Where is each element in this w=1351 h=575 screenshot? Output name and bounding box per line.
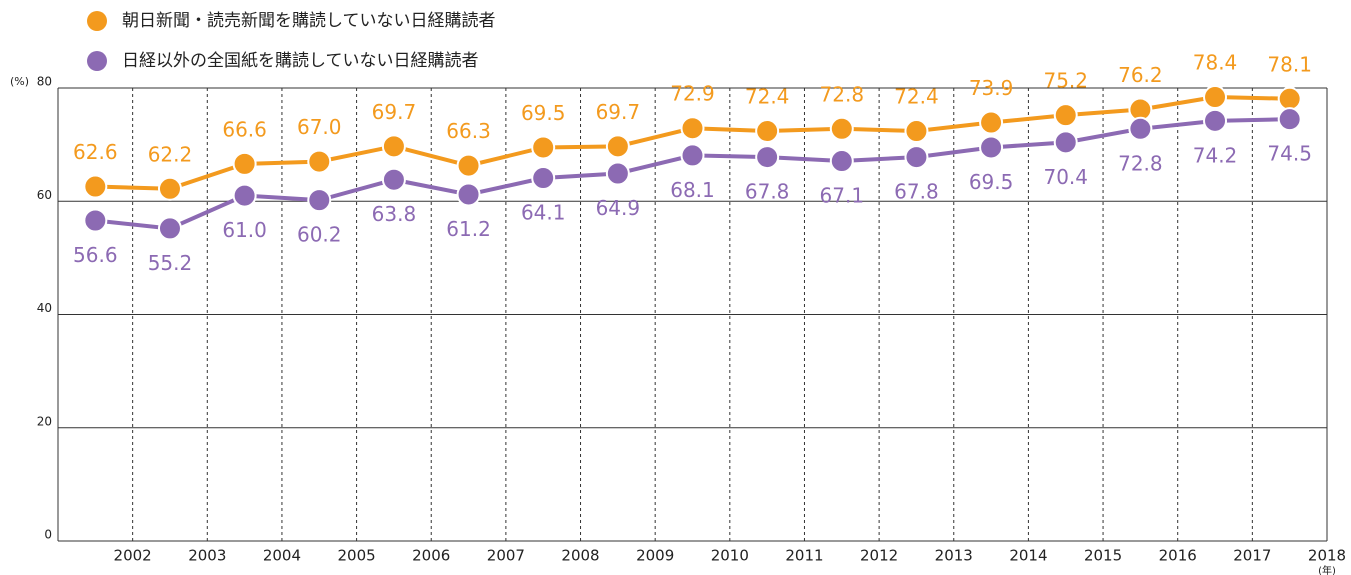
point (307, 188, 332, 213)
value-label: 67.1 (820, 184, 865, 208)
x-tick-label: 2013 (935, 547, 973, 565)
x-tick-label: 2005 (337, 547, 375, 565)
value-label: 72.4 (894, 85, 939, 109)
point (456, 182, 481, 207)
x-tick-label: 2015 (1084, 547, 1122, 565)
legend-label: 朝日新聞・読売新聞を購読していない日経購読者 (122, 11, 496, 31)
point (1277, 107, 1302, 132)
value-label: 62.6 (73, 140, 118, 164)
value-label: 69.5 (521, 101, 566, 125)
point (1128, 116, 1153, 141)
point (531, 166, 556, 191)
point (456, 153, 481, 178)
point (531, 135, 556, 160)
value-label: 74.2 (1193, 143, 1238, 167)
value-label: 55.2 (148, 251, 193, 275)
point (979, 110, 1004, 135)
y-tick-label: 60 (37, 188, 52, 202)
value-label: 72.4 (745, 85, 790, 109)
x-tick-label: 2012 (860, 547, 898, 565)
value-label: 76.2 (1118, 63, 1163, 87)
point (1203, 85, 1228, 110)
x-tick-label: 2003 (188, 547, 226, 565)
value-label: 74.5 (1267, 142, 1312, 166)
y-tick-label: 80 (37, 75, 52, 89)
x-tick-label: 2018 (1308, 547, 1346, 565)
value-label: 64.1 (521, 201, 566, 225)
x-tick-label: 2007 (487, 547, 525, 565)
point (1053, 130, 1078, 155)
x-tick-label: 2004 (263, 547, 301, 565)
legend-marker (87, 51, 107, 71)
point (829, 149, 854, 174)
point (232, 183, 257, 208)
x-tick-label: 2011 (785, 547, 823, 565)
legend-marker (87, 11, 107, 31)
value-label: 73.9 (969, 76, 1014, 100)
value-label: 67.8 (894, 180, 939, 204)
value-label: 56.6 (73, 243, 118, 267)
point (605, 134, 630, 159)
point (829, 116, 854, 141)
x-tick-label: 2002 (114, 547, 152, 565)
value-label: 60.2 (297, 223, 342, 247)
value-label: 64.9 (596, 196, 641, 220)
series-line (95, 95, 1290, 191)
value-label: 78.1 (1267, 52, 1312, 76)
point (157, 216, 182, 241)
point (1053, 103, 1078, 128)
value-label: 61.0 (222, 218, 267, 242)
point (381, 167, 406, 192)
value-label: 78.4 (1193, 51, 1238, 75)
value-label: 70.4 (1043, 165, 1088, 189)
value-label: 61.2 (446, 217, 491, 241)
x-unit: (年) (1318, 564, 1336, 575)
point (755, 145, 780, 170)
x-tick-label: 2017 (1233, 547, 1271, 565)
x-tick-label: 2006 (412, 547, 450, 565)
value-label: 67.0 (297, 115, 342, 139)
point (680, 143, 705, 168)
point (83, 174, 108, 199)
value-label: 68.1 (670, 178, 715, 202)
value-label: 72.8 (1118, 151, 1163, 175)
point (381, 134, 406, 159)
point (307, 149, 332, 174)
value-label: 75.2 (1043, 69, 1088, 93)
point (680, 116, 705, 141)
point (904, 145, 929, 170)
x-tick-label: 2016 (1159, 547, 1197, 565)
point (1277, 86, 1302, 111)
point (904, 119, 929, 144)
point (83, 208, 108, 233)
y-unit: (%) (10, 75, 29, 88)
x-tick-label: 2008 (561, 547, 599, 565)
x-tick-label: 2009 (636, 547, 674, 565)
point (157, 176, 182, 201)
legend-label: 日経以外の全国紙を購読していない日経購読者 (122, 51, 479, 71)
point (979, 135, 1004, 160)
value-label: 69.7 (596, 100, 641, 124)
value-label: 63.8 (372, 202, 417, 226)
y-tick-label: 20 (37, 414, 52, 428)
point (232, 151, 257, 176)
value-label: 67.8 (745, 180, 790, 204)
x-tick-label: 2010 (711, 547, 749, 565)
y-tick-label: 40 (37, 301, 52, 315)
value-label: 62.2 (148, 142, 193, 166)
value-label: 72.9 (670, 82, 715, 106)
value-label: 72.8 (820, 82, 865, 106)
y-tick-label: 0 (44, 528, 52, 542)
point (755, 119, 780, 144)
point (1203, 108, 1228, 133)
value-label: 66.3 (446, 119, 491, 143)
value-label: 69.5 (969, 170, 1014, 194)
x-tick-label: 2014 (1009, 547, 1047, 565)
value-label: 69.7 (372, 100, 417, 124)
value-label: 66.6 (222, 117, 267, 141)
point (605, 161, 630, 186)
